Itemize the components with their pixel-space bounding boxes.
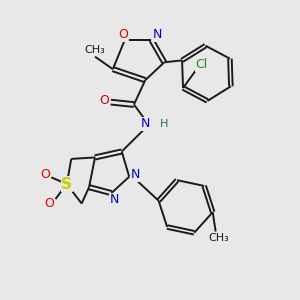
Text: H: H (160, 119, 168, 129)
Text: O: O (40, 168, 50, 181)
Text: N: N (131, 169, 140, 182)
Text: O: O (118, 28, 128, 41)
Text: Cl: Cl (195, 58, 208, 71)
Text: O: O (99, 94, 109, 107)
Text: CH₃: CH₃ (208, 233, 229, 243)
Text: N: N (153, 28, 162, 41)
Text: CH₃: CH₃ (84, 45, 105, 55)
Text: N: N (141, 117, 150, 130)
Text: S: S (61, 177, 72, 192)
Text: O: O (44, 197, 54, 210)
Text: N: N (110, 193, 119, 206)
